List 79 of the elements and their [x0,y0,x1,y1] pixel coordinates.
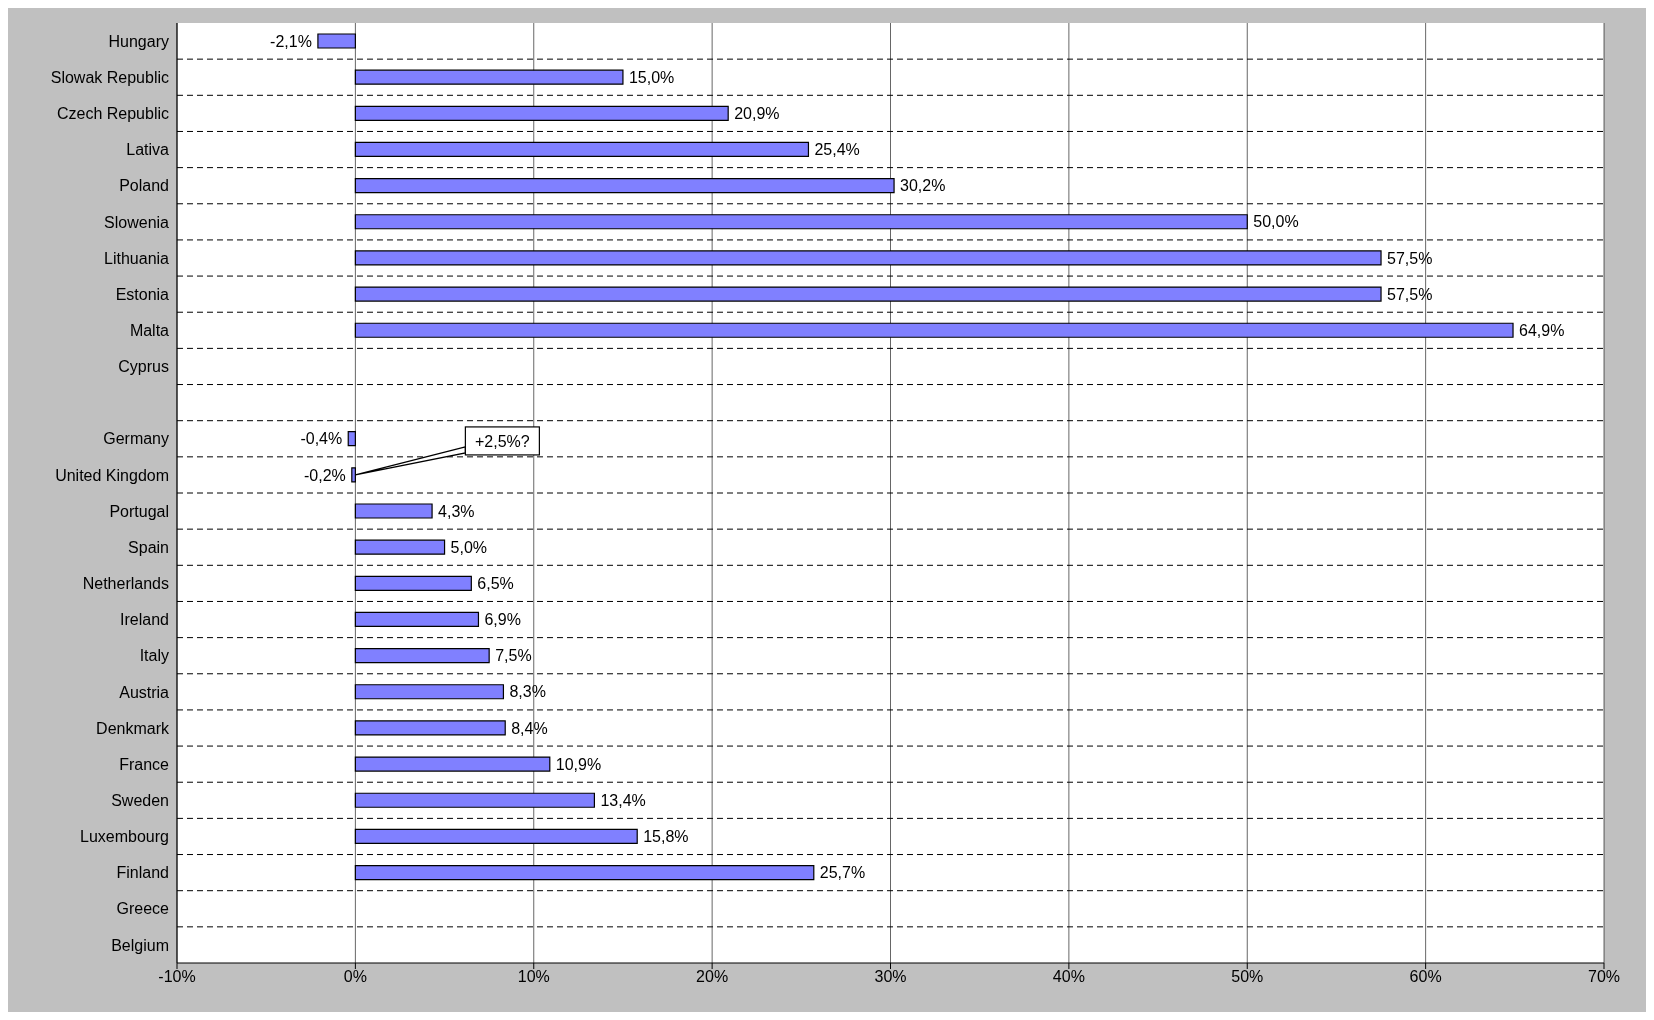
y-tick-label: United Kingdom [55,466,169,484]
y-tick-label: Lativa [126,141,170,159]
data-label: 30,2% [900,177,946,195]
y-tick-label: Poland [119,177,169,195]
bar [354,756,551,772]
y-tick-label: Lithuania [104,249,170,267]
y-tick-label: Ireland [120,611,169,629]
y-tick-label: Italy [139,647,169,665]
bar [354,828,638,844]
y-tick-label: Sweden [111,791,169,809]
y-tick-label: Slowak Republic [50,68,169,86]
data-label: 25,4% [814,141,860,159]
y-tick-label: Germany [103,430,169,448]
y-tick-label: Portugal [109,502,169,520]
y-tick-label: Austria [119,683,170,701]
data-label: 50,0% [1253,213,1299,231]
bar [354,503,433,519]
y-tick-label: Cyprus [118,358,169,376]
data-label: 5,0% [450,538,488,556]
bar [347,431,356,447]
annotation: +2,5%? [475,432,530,450]
x-tick-label: 60% [1409,968,1442,986]
y-tick-label: Luxembourg [80,828,169,846]
data-label: 6,5% [477,574,514,592]
data-label: 8,3% [509,683,546,701]
data-label: 57,5% [1387,249,1433,267]
data-label: 10,9% [555,755,602,773]
bar [354,575,472,591]
data-label: 15,8% [643,828,689,846]
y-tick-label: Hungary [108,32,169,50]
x-tick-label: 20% [696,968,729,986]
x-tick-label: 40% [1052,968,1085,986]
data-label: 20,9% [734,104,780,122]
data-label: -0,4% [300,430,343,448]
bar [354,648,490,664]
bar [354,611,480,628]
bar [354,141,810,158]
bar [354,105,729,121]
bar [351,467,356,483]
data-label: 25,7% [819,864,866,882]
y-tick-label: Netherlands [82,575,169,593]
y-tick-label: Finland [116,864,169,882]
bar [354,214,1248,230]
bar [354,864,815,881]
x-tick-label: -10% [158,968,196,986]
data-label: 57,5% [1387,285,1433,303]
y-tick-label: Belgium [111,936,169,954]
bar [354,684,505,700]
y-tick-label: Greece [116,900,170,918]
y-tick-label: Estonia [115,285,170,303]
bar [354,539,446,555]
bar [354,720,506,736]
y-tick-label: Slowenia [104,213,170,231]
x-tick-label: 30% [874,968,907,986]
bar [354,250,1382,266]
data-label: 64,9% [1519,321,1565,339]
data-label: -0,2% [304,466,346,484]
y-tick-label: Malta [129,321,170,339]
y-tick-label: Spain [128,538,169,556]
bar [354,792,595,808]
bar [354,69,624,85]
y-tick-label: Denkmark [96,719,170,737]
y-tick-label: Czech Republic [56,105,169,123]
data-label: 15,0% [628,68,675,86]
x-tick-label: 10% [517,968,550,986]
x-tick-label: 70% [1587,968,1621,986]
bar [354,178,895,194]
y-tick-label: France [119,755,170,773]
x-tick-label: 0% [343,968,367,986]
bar [317,33,356,49]
data-label: 13,4% [600,791,646,809]
data-label: 7,5% [495,647,532,665]
data-label: 6,9% [484,611,521,629]
x-tick-label: 50% [1231,968,1264,986]
data-label: 4,3% [438,502,475,520]
bar [354,322,1514,338]
data-label: 8,4% [511,719,548,737]
data-label: -2,1% [270,32,312,50]
bar [354,286,1382,302]
